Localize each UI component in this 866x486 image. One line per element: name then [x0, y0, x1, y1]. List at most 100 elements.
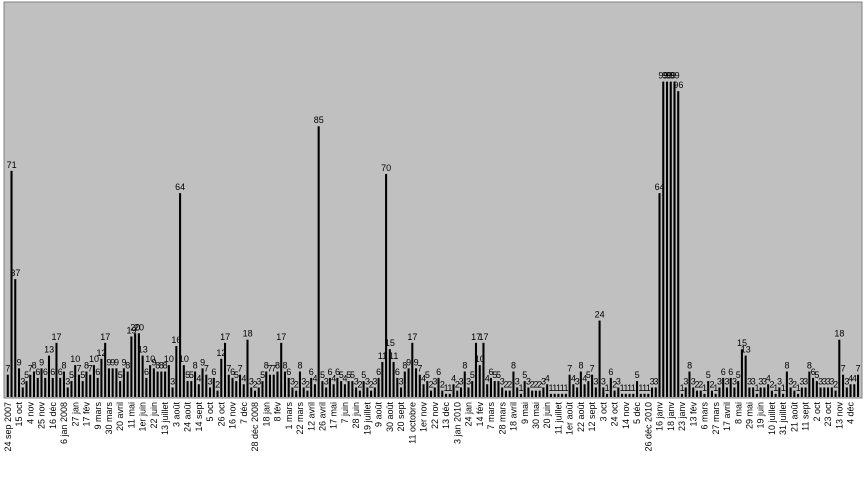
bar — [343, 384, 346, 397]
bar — [748, 387, 751, 397]
bar — [800, 387, 803, 397]
value-label: 17 — [220, 332, 230, 342]
bar — [242, 384, 245, 397]
value-label: 10 — [164, 354, 174, 364]
bar — [587, 381, 590, 397]
value-label: 5 — [234, 370, 239, 380]
value-label: 7 — [28, 364, 33, 374]
value-label: 3 — [365, 376, 370, 386]
x-tick-label: 7 juin — [340, 402, 350, 424]
value-label: 7 — [856, 364, 861, 374]
value-label: 13 — [741, 345, 751, 355]
value-label: 8 — [193, 361, 198, 371]
value-label: 6 — [35, 367, 40, 377]
bar — [100, 358, 103, 397]
bar — [493, 381, 496, 397]
bar — [523, 381, 526, 397]
bar — [572, 384, 575, 397]
x-tick-label: 5 déc — [632, 402, 642, 425]
bar — [737, 381, 740, 397]
plot-area — [3, 1, 863, 399]
value-label: 3 — [208, 376, 213, 386]
value-label: 4 — [331, 373, 336, 383]
value-label: 19 — [126, 325, 136, 335]
bar — [313, 384, 316, 397]
bar — [62, 371, 65, 397]
value-label: 1 — [796, 383, 801, 393]
value-label: 1 — [447, 383, 452, 393]
value-label: 4 — [196, 373, 201, 383]
bar — [501, 387, 504, 397]
value-label: 9 — [151, 357, 156, 367]
x-tick-label: 24 août — [183, 402, 193, 433]
bar — [459, 387, 463, 397]
value-label: 6 — [395, 367, 400, 377]
x-tick-label: 7 mars — [486, 402, 496, 430]
x-tick-label: 3 jan 2010 — [452, 402, 462, 444]
bar — [714, 393, 717, 397]
bar — [418, 374, 421, 397]
bar — [834, 390, 837, 397]
bar — [658, 193, 661, 397]
value-label: 7 — [417, 364, 422, 374]
bar — [253, 390, 257, 397]
bar — [534, 390, 537, 397]
value-label: 3 — [256, 376, 261, 386]
value-label: 6 — [721, 367, 726, 377]
x-tick-label: 17 fév — [82, 402, 92, 427]
bar — [411, 342, 414, 397]
value-label: 17 — [100, 332, 110, 342]
bar — [808, 371, 811, 397]
x-tick-label: 3 août — [171, 402, 181, 428]
value-label: 17 — [407, 332, 417, 342]
bar — [624, 393, 627, 397]
value-label: 3 — [575, 376, 580, 386]
value-label: 6 — [144, 367, 149, 377]
value-label: 8 — [84, 361, 89, 371]
x-tick-label: 24 oct — [610, 402, 620, 427]
bar — [257, 387, 260, 397]
bar — [789, 387, 792, 397]
bar — [246, 339, 249, 397]
bar — [441, 390, 444, 397]
bar — [10, 170, 13, 397]
x-tick-label: 13 déc — [441, 402, 451, 430]
bar — [557, 393, 560, 397]
value-label: 3 — [758, 376, 763, 386]
bar — [287, 377, 290, 397]
bar — [55, 342, 58, 397]
value-label: 3 — [601, 376, 606, 386]
value-label: 3 — [616, 376, 621, 386]
bar — [426, 381, 429, 397]
bar — [497, 381, 500, 397]
value-label: 3 — [432, 376, 437, 386]
value-label: 12 — [97, 348, 107, 358]
bar — [857, 374, 860, 397]
bar — [141, 355, 144, 397]
value-label: 64 — [655, 182, 665, 192]
value-label: 4 — [766, 373, 771, 383]
bar — [44, 377, 47, 397]
x-tick-label: 7 déc — [239, 402, 249, 425]
bar — [302, 387, 305, 397]
value-label: 3 — [777, 376, 782, 386]
bar — [145, 377, 148, 397]
value-label: 5 — [522, 370, 527, 380]
value-label: 3 — [372, 376, 377, 386]
bar — [838, 339, 841, 397]
bar — [763, 387, 766, 397]
value-label: 3 — [500, 376, 505, 386]
value-label: 1 — [781, 383, 786, 393]
bar — [407, 368, 410, 397]
bar — [478, 365, 481, 397]
x-tick-label: 18 janv — [666, 402, 676, 432]
bar — [74, 365, 77, 397]
bar — [403, 371, 406, 397]
bar — [688, 371, 691, 397]
x-tick-label: 3 oct — [598, 402, 608, 422]
value-label: 17 — [276, 332, 286, 342]
x-tick-label: 14 fév — [475, 402, 485, 427]
value-label: 4 — [848, 373, 853, 383]
bar — [216, 390, 219, 397]
value-label: 99 — [666, 71, 676, 81]
